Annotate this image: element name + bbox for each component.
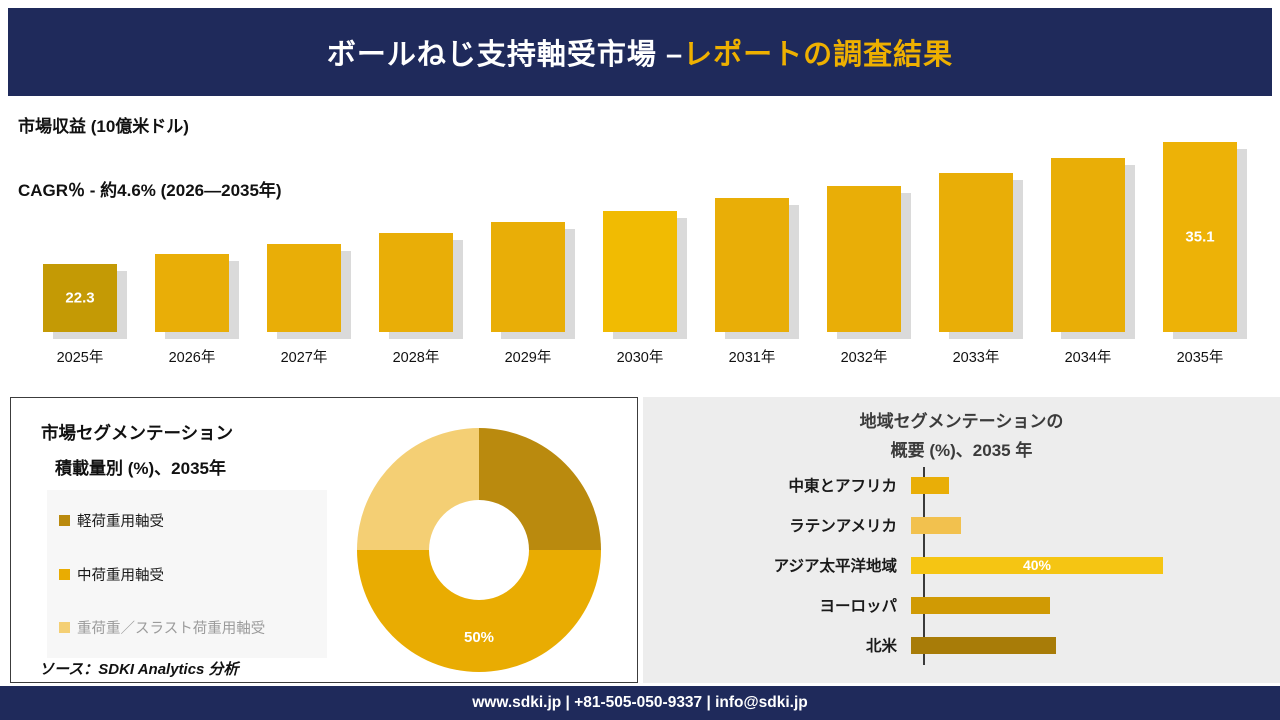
x-axis-label: 2033年 xyxy=(952,350,1000,366)
cagr-label: CAGR％ - 約4.6% (2026―2035年) xyxy=(18,181,282,200)
region-row: ラテンアメリカ xyxy=(643,505,1280,545)
revenue-bar xyxy=(155,254,229,332)
legend-swatch xyxy=(59,622,70,633)
region-bar xyxy=(911,516,961,534)
bar-column: 2031年 xyxy=(696,142,808,366)
page-title-main: ボールねじ支持軸受市場 – xyxy=(326,39,684,71)
revenue-bar xyxy=(267,244,341,332)
region-bar-chart: 中東とアフリカ ラテンアメリカアジア太平洋地域 40% ヨーロッパ北米 xyxy=(643,465,1280,665)
bar-column: 2027年 xyxy=(248,142,360,366)
footer-contact: www.sdki.jp | +81-505-050-9337 | info@sd… xyxy=(472,694,808,711)
revenue-bar xyxy=(939,173,1013,332)
region-row: 中東とアフリカ xyxy=(643,465,1280,505)
revenue-bar xyxy=(715,198,789,332)
bar-column: 2034年 xyxy=(1032,142,1144,366)
bar-track: 40% xyxy=(911,556,1280,574)
donut-value-label: 50% xyxy=(463,629,495,646)
bar-track xyxy=(911,596,1280,614)
region-bar: 40% xyxy=(911,556,1163,574)
x-axis-label: 2035年 xyxy=(1176,350,1224,366)
footer-bar: www.sdki.jp | +81-505-050-9337 | info@sd… xyxy=(0,686,1280,720)
x-axis-label: 2034年 xyxy=(1064,350,1112,366)
bar-track xyxy=(911,476,1280,494)
region-bar xyxy=(911,636,1056,654)
bar-column: 2029年 xyxy=(472,142,584,366)
region-bar xyxy=(911,596,1050,614)
segmentation-subtitle: 積載量別 (%)、2035年 xyxy=(55,459,226,478)
legend-label: 重荷重／スラスト荷重用軸受 xyxy=(77,621,266,637)
region-bar xyxy=(911,476,949,494)
segmentation-panel: 市場セグメンテーション 積載量別 (%)、2035年 軽荷重用軸受 中荷重用軸受重… xyxy=(10,397,638,683)
x-axis-label: 2027年 xyxy=(280,350,328,366)
region-row: アジア太平洋地域 40% xyxy=(643,545,1280,585)
legend-swatch xyxy=(59,568,70,580)
x-axis-label: 2028年 xyxy=(392,350,440,366)
region-label: アジア太平洋地域 xyxy=(773,558,897,575)
segmentation-donut-chart: 50% xyxy=(357,428,601,672)
bar-value-label: 40% xyxy=(1022,557,1052,573)
revenue-bar xyxy=(1051,158,1125,332)
region-row: 北米 xyxy=(643,625,1280,665)
x-axis-label: 2025年 xyxy=(56,350,104,366)
bar-column: 2033年 xyxy=(920,142,1032,366)
legend-swatch xyxy=(59,515,70,526)
bar-column: 35.1 2035年 xyxy=(1144,142,1256,366)
bar-track xyxy=(911,516,1280,534)
revenue-bar: 22.3 xyxy=(43,264,117,332)
region-row: ヨーロッパ xyxy=(643,585,1280,625)
legend-label: 軽荷重用軸受 xyxy=(77,514,164,530)
legend-label: 中荷重用軸受 xyxy=(77,567,164,584)
revenue-bar xyxy=(379,233,453,332)
revenue-metric-label: 市場収益 (10億米ドル) xyxy=(18,117,189,136)
region-panel: 地域セグメンテーションの 概要 (%)、2035 年 中東とアフリカ ラテンアメリ… xyxy=(643,397,1280,683)
page-title: ボールねじ支持軸受市場 –レポートの調査結果 xyxy=(327,31,953,73)
legend-item: 軽荷重用軸受 xyxy=(59,510,315,531)
bar-column: 2032年 xyxy=(808,142,920,366)
bar-value-label: 35.1 xyxy=(1185,228,1215,246)
region-title-line2: 概要 (%)、2035 年 xyxy=(890,441,1033,460)
legend-item: 中荷重用軸受 xyxy=(59,564,315,585)
revenue-bar: 35.1 xyxy=(1163,142,1237,332)
segmentation-legend: 軽荷重用軸受 中荷重用軸受重荷重／スラスト荷重用軸受 xyxy=(47,490,327,658)
x-axis-label: 2031年 xyxy=(728,350,776,366)
bar-column: 2030年 xyxy=(584,142,696,366)
region-label: ラテンアメリカ xyxy=(789,518,897,535)
revenue-bar xyxy=(603,211,677,332)
page-title-accent: レポートの調査結果 xyxy=(683,39,954,71)
x-axis-label: 2032年 xyxy=(840,350,888,366)
bar-column: 22.3 2025年 xyxy=(24,142,136,366)
legend-item: 重荷重／スラスト荷重用軸受 xyxy=(59,617,315,638)
revenue-bar xyxy=(491,222,565,332)
x-axis-label: 2030年 xyxy=(616,350,664,366)
segmentation-title: 市場セグメンテーション xyxy=(41,423,234,443)
x-axis-label: 2026年 xyxy=(168,350,216,366)
region-label: ヨーロッパ xyxy=(819,598,897,615)
bar-track xyxy=(911,636,1280,654)
bar-column: 2028年 xyxy=(360,142,472,366)
revenue-bar-chart: 22.3 2025年 2026年 2027年 2028年 2029年 2030年 2031年 2… xyxy=(24,142,1256,366)
revenue-bar xyxy=(827,186,901,332)
region-label: 北米 xyxy=(865,638,897,655)
bar-column: 2026年 xyxy=(136,142,248,366)
x-axis-label: 2029年 xyxy=(504,350,552,366)
report-header: ボールねじ支持軸受市場 –レポートの調査結果 xyxy=(8,8,1272,96)
region-title-line1: 地域セグメンテーションの xyxy=(859,412,1064,431)
region-label: 中東とアフリカ xyxy=(788,478,897,495)
source-note: ソース：SDKI Analytics 分析 xyxy=(39,661,239,678)
bar-value-label: 22.3 xyxy=(65,289,95,307)
